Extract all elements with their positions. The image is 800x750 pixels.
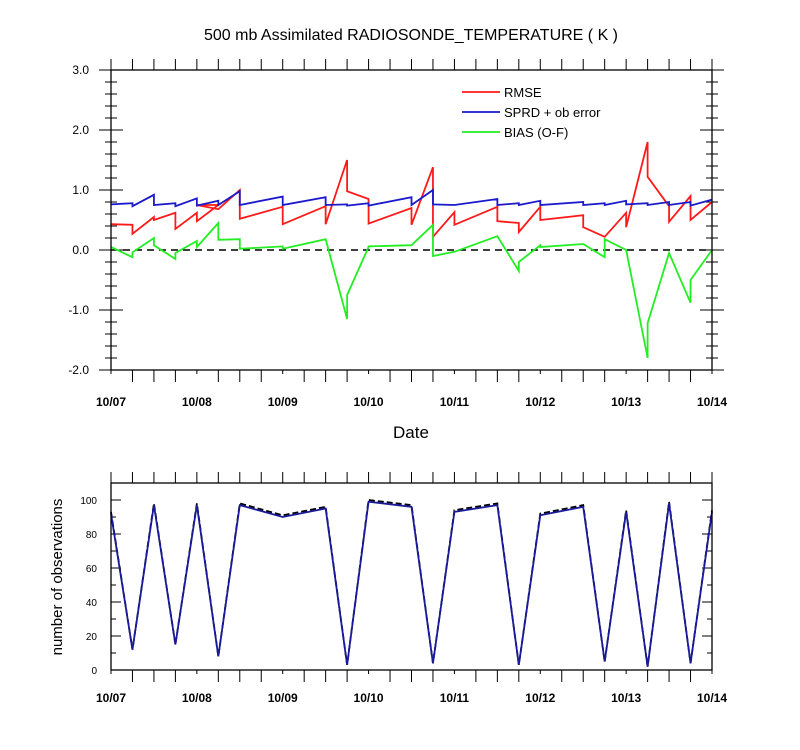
x-tick-label: 10/08: [182, 691, 212, 705]
x-tick-label: 10/13: [611, 691, 641, 705]
y-tick-label: -1.0: [68, 303, 89, 317]
y-tick-label: 2.0: [72, 123, 89, 137]
legend-label: SPRD + ob error: [504, 105, 601, 120]
top-series: [110, 141, 713, 359]
x-tick-label: 10/10: [354, 395, 384, 409]
x-tick-label: 10/09: [268, 395, 298, 409]
y-tick-label: 1.0: [72, 183, 89, 197]
x-tick-label: 10/13: [611, 395, 641, 409]
x-tick-label: 10/14: [697, 691, 727, 705]
bottom-plot-frame: [110, 482, 713, 671]
y-tick-label: -2.0: [68, 363, 89, 377]
series-line-rmse: [110, 141, 713, 240]
y-tick-label: 60: [86, 564, 98, 575]
y-tick-label: 3.0: [72, 63, 89, 77]
chart-title: 500 mb Assimilated RADIOSONDE_TEMPERATUR…: [204, 27, 618, 44]
top-axes: 10/07 10/08 10/09 10/10 10/11 10/12 10/13 10/14…: [68, 59, 727, 409]
x-tick-label: 10/08: [182, 395, 212, 409]
x-tick-label: 10/11: [440, 395, 470, 409]
x-tick-label: 10/12: [525, 395, 555, 409]
x-axis-title: Date: [393, 423, 429, 442]
legend: RMSE SPRD + ob error BIAS (O-F): [462, 85, 601, 140]
x-tick-label: 10/14: [697, 395, 727, 409]
x-tick-label: 10/12: [525, 691, 555, 705]
series-line-bias-o-f: [110, 220, 713, 359]
y-axis-title-observations: number of observations: [49, 499, 66, 656]
legend-label: RMSE: [504, 85, 542, 100]
bottom-axes: 10/07 10/08 10/09 10/10 10/11 10/12 10/13 10/14…: [80, 472, 727, 705]
series-line-series-0: [110, 499, 713, 667]
bottom-series: [110, 499, 713, 667]
legend-label: BIAS (O-F): [504, 125, 568, 140]
top-panel: 500 mb Assimilated RADIOSONDE_TEMPERATUR…: [68, 27, 727, 442]
series-line-sprd-ob-error: [110, 188, 713, 208]
top-plot-frame: [110, 69, 713, 371]
x-tick-label: 10/07: [96, 395, 126, 409]
y-tick-label: 20: [86, 632, 98, 643]
y-tick-label: 100: [80, 496, 97, 507]
y-tick-label: 80: [86, 530, 98, 541]
y-tick-label: 0.0: [72, 243, 89, 257]
x-tick-label: 10/11: [440, 691, 470, 705]
bottom-panel: 10/07 10/08 10/09 10/10 10/11 10/12 10/13 10/14…: [49, 472, 727, 705]
y-tick-label: 40: [86, 598, 98, 609]
x-tick-label: 10/07: [96, 691, 126, 705]
x-tick-label: 10/10: [354, 691, 384, 705]
x-tick-label: 10/09: [268, 691, 298, 705]
series-line-series-1: [110, 500, 713, 667]
y-tick-label: 0: [91, 666, 97, 677]
